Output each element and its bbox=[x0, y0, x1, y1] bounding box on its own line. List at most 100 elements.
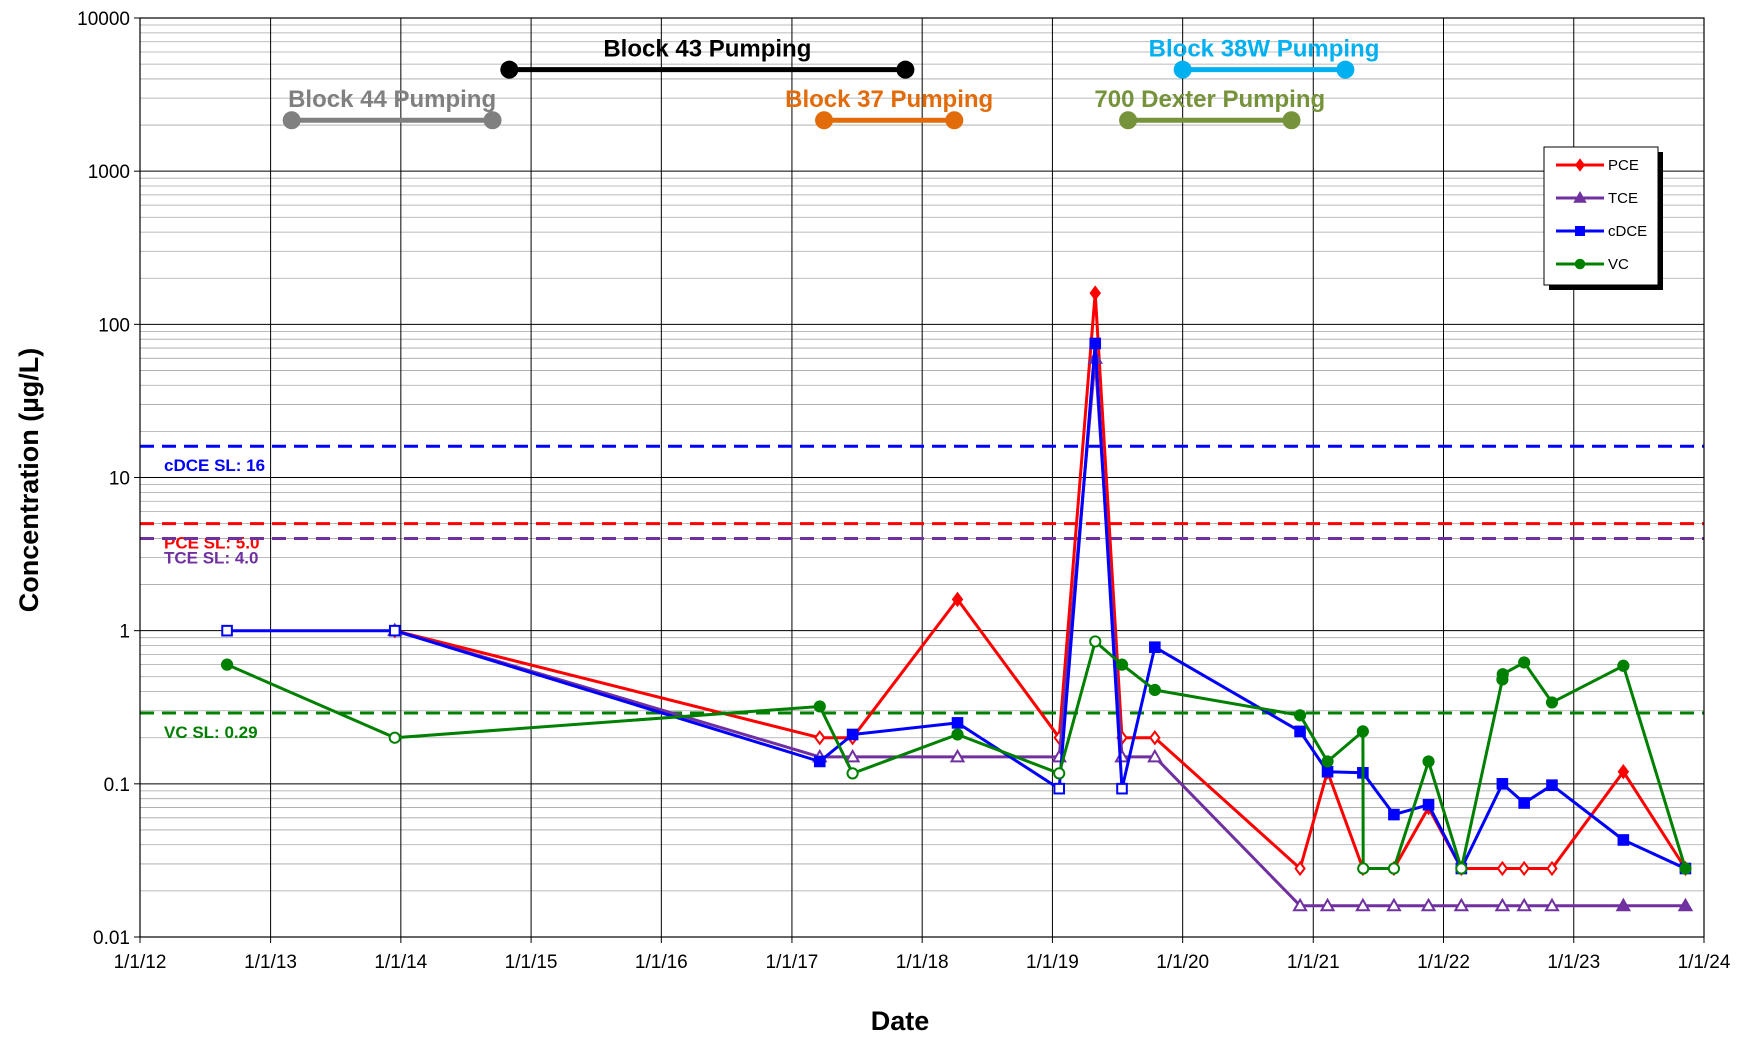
data-series bbox=[220, 285, 1694, 912]
data-point-square bbox=[1294, 725, 1306, 738]
data-point-circle bbox=[388, 731, 401, 744]
data-point-triangle bbox=[1386, 897, 1402, 912]
data-point-circle bbox=[1053, 767, 1066, 780]
data-point-diamond bbox=[1149, 730, 1161, 746]
x-tick-label: 1/1/14 bbox=[374, 952, 427, 973]
y-axis-title: Concentration (µg/L) bbox=[14, 348, 44, 613]
data-point-circle bbox=[1617, 659, 1630, 672]
x-tick-label: 1/1/15 bbox=[505, 952, 558, 973]
legend-label: VC bbox=[1608, 256, 1629, 273]
y-tick-label: 100 bbox=[98, 315, 130, 336]
data-point-triangle bbox=[1615, 897, 1632, 912]
data-point-circle bbox=[1356, 725, 1369, 738]
data-point-diamond bbox=[1546, 860, 1558, 877]
x-tick-label: 1/1/20 bbox=[1156, 952, 1209, 973]
pumping-period-end-dot bbox=[896, 60, 915, 79]
data-point-circle bbox=[1545, 696, 1559, 709]
legend-label: cDCE bbox=[1608, 223, 1647, 240]
pumping-period-end-dot bbox=[1282, 111, 1301, 130]
series-cdce bbox=[221, 337, 1692, 875]
data-point-circle bbox=[1455, 862, 1468, 875]
screening-level-label: cDCE SL: 16 bbox=[164, 456, 265, 475]
y-tick-label: 10 bbox=[109, 469, 130, 490]
data-point-circle bbox=[1321, 755, 1334, 768]
data-point-triangle bbox=[1292, 897, 1308, 912]
data-point-triangle bbox=[1319, 897, 1336, 912]
axes: 0.01 0.1 1 10 100 1000 10000 1/1/12 1/1/13 1/1/14… bbox=[77, 9, 1731, 973]
data-point-circle bbox=[1293, 709, 1307, 722]
data-point-square bbox=[951, 717, 964, 729]
screening-level-label: VC SL: 0.29 bbox=[164, 723, 258, 742]
data-point-diamond bbox=[1294, 860, 1306, 877]
data-point-circle bbox=[1357, 862, 1370, 875]
screening-level-label: TCE SL: 4.0 bbox=[164, 548, 258, 567]
data-point-triangle bbox=[1494, 897, 1511, 912]
data-point-triangle bbox=[1453, 897, 1470, 912]
data-point-square bbox=[1149, 641, 1161, 653]
data-point-square bbox=[1422, 798, 1435, 811]
data-point-triangle bbox=[1420, 897, 1437, 912]
data-point-circle bbox=[1496, 668, 1509, 681]
data-point-square bbox=[1546, 779, 1558, 791]
data-point-circle bbox=[951, 728, 964, 741]
legend-label: TCE bbox=[1608, 190, 1638, 207]
series-line bbox=[226, 640, 1687, 870]
pumping-period-start-dot bbox=[282, 111, 301, 130]
data-point-diamond bbox=[951, 591, 964, 608]
data-point-circle bbox=[220, 658, 234, 671]
legend: PCE TCE cDCE VC bbox=[1543, 146, 1663, 290]
pumping-period-start-dot bbox=[500, 60, 519, 79]
data-point-diamond bbox=[1617, 764, 1630, 780]
x-tick-label: 1/1/21 bbox=[1287, 952, 1340, 973]
data-point-triangle bbox=[1544, 897, 1560, 912]
data-point-circle bbox=[846, 767, 859, 780]
data-point-circle bbox=[1115, 658, 1129, 671]
pumping-period-start-dot bbox=[815, 111, 834, 130]
data-point-triangle bbox=[1516, 897, 1532, 912]
pumping-period-end-dot bbox=[1336, 60, 1355, 79]
pumping-period-label: Block 37 Pumping bbox=[785, 86, 993, 113]
data-point-square bbox=[1388, 808, 1400, 821]
data-point-circle bbox=[813, 700, 826, 713]
data-point-square bbox=[388, 624, 401, 637]
series-vc bbox=[220, 635, 1692, 875]
data-point-circle bbox=[1679, 862, 1692, 875]
data-point-square bbox=[1089, 337, 1102, 350]
x-tick-label: 1/1/22 bbox=[1417, 952, 1470, 973]
data-point-diamond bbox=[1575, 158, 1585, 172]
legend-label: PCE bbox=[1608, 157, 1639, 174]
pumping-period-end-dot bbox=[483, 111, 502, 130]
pumping-period-start-dot bbox=[1173, 60, 1192, 79]
data-point-triangle bbox=[1355, 897, 1371, 912]
x-tick-label: 1/1/16 bbox=[635, 952, 688, 973]
data-point-square bbox=[1321, 765, 1334, 778]
data-point-diamond bbox=[814, 730, 826, 746]
pumping-period-label: Block 44 Pumping bbox=[288, 86, 496, 113]
data-point-circle bbox=[1387, 862, 1401, 875]
data-point-triangle bbox=[1147, 748, 1163, 763]
pumping-period-end-dot bbox=[945, 111, 964, 130]
x-tick-label: 1/1/19 bbox=[1026, 952, 1079, 973]
data-point-circle bbox=[1574, 258, 1586, 270]
y-tick-label: 10000 bbox=[77, 9, 130, 30]
data-point-square bbox=[1617, 834, 1630, 846]
data-point-triangle bbox=[1573, 190, 1587, 203]
x-tick-label: 1/1/17 bbox=[766, 952, 819, 973]
data-point-triangle bbox=[844, 748, 861, 763]
data-point-diamond bbox=[1089, 285, 1101, 301]
pumping-period-start-dot bbox=[1119, 111, 1138, 130]
data-point-circle bbox=[1518, 656, 1531, 669]
y-tick-label: 0.01 bbox=[93, 928, 130, 949]
x-tick-label: 1/1/12 bbox=[114, 952, 167, 973]
data-point-circle bbox=[1089, 635, 1102, 648]
pumping-period-label: 700 Dexter Pumping bbox=[1094, 86, 1325, 113]
pumping-period-label: Block 43 Pumping bbox=[603, 36, 811, 63]
data-point-circle bbox=[1148, 683, 1161, 697]
data-point-diamond bbox=[1496, 860, 1509, 877]
grid bbox=[139, 17, 1705, 938]
y-tick-label: 1000 bbox=[88, 162, 130, 183]
data-point-square bbox=[1496, 778, 1509, 790]
